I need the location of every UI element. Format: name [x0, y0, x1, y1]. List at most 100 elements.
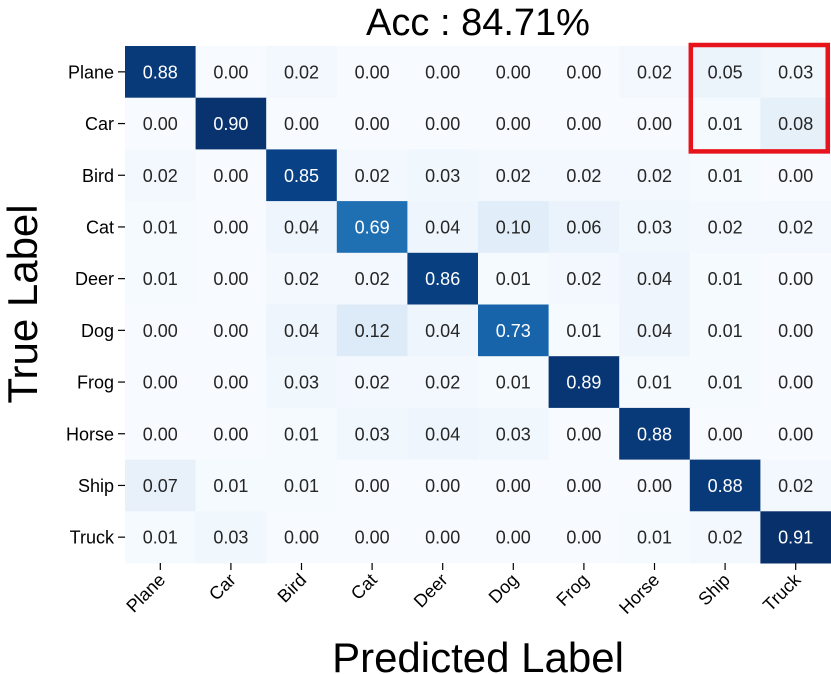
heatmap-cell	[548, 459, 620, 512]
cell-value-label: 0.00	[213, 166, 248, 186]
heatmap-cell	[619, 511, 691, 564]
heatmap-cell	[760, 304, 831, 357]
cell-value-label: 0.02	[143, 166, 178, 186]
cell-value-label: 0.91	[778, 528, 813, 548]
heatmap-cell	[266, 511, 338, 564]
cell-value-label: 0.01	[566, 321, 601, 341]
heatmap-cell	[407, 201, 479, 254]
heatmap-cell	[760, 201, 831, 254]
heatmap-cell	[478, 356, 550, 409]
heatmap-cell	[619, 97, 691, 150]
heatmap-cell	[407, 252, 479, 305]
cell-value-label: 0.00	[213, 424, 248, 444]
heatmap-cell	[125, 46, 197, 99]
heatmap-cell	[195, 356, 267, 409]
cell-value-label: 0.03	[425, 166, 460, 186]
cell-value-label: 0.03	[778, 62, 813, 82]
cell-value-label: 0.04	[425, 217, 460, 237]
heatmap-cell	[548, 304, 620, 357]
x-tick-label: Ship	[694, 570, 734, 610]
heatmap-cell	[195, 511, 267, 564]
cell-value-label: 0.04	[637, 321, 672, 341]
y-tick-label: Horse	[66, 424, 114, 444]
heatmap-cell	[689, 407, 761, 461]
cell-value-label: 0.02	[284, 269, 319, 289]
cell-value-label: 0.00	[143, 114, 178, 134]
cell-value-label: 0.90	[213, 114, 248, 134]
heatmap-cell	[689, 252, 761, 305]
cell-value-label: 0.01	[708, 269, 743, 289]
heatmap-cell	[266, 201, 338, 254]
cell-value-label: 0.12	[355, 321, 390, 341]
cell-value-label: 0.02	[425, 373, 460, 393]
cell-value-label: 0.00	[778, 373, 813, 393]
heatmap-cell	[266, 356, 338, 409]
cell-value-label: 0.88	[708, 476, 743, 496]
cell-value-label: 0.00	[496, 476, 531, 496]
heatmap-cell	[548, 201, 620, 254]
heatmap-cell	[336, 97, 408, 150]
cell-value-label: 0.03	[213, 528, 248, 548]
heatmap-cell	[125, 252, 197, 305]
heatmap-cell	[760, 459, 831, 512]
heatmap-cell	[336, 407, 408, 461]
heatmap-cell	[478, 252, 550, 305]
heatmap-cell	[760, 252, 831, 305]
cell-value-label: 0.01	[637, 528, 672, 548]
cell-value-label: 0.00	[778, 424, 813, 444]
heatmap-cell	[266, 149, 338, 202]
cell-value-label: 0.02	[355, 269, 390, 289]
heatmap-cell	[407, 459, 479, 512]
x-tick-label: Truck	[759, 569, 805, 615]
cell-value-label: 0.00	[213, 373, 248, 393]
cell-value-label: 0.10	[496, 217, 531, 237]
heatmap-cell	[195, 97, 267, 150]
heatmap-cell	[689, 304, 761, 357]
y-tick-label: Ship	[78, 476, 114, 496]
cell-value-label: 0.85	[284, 166, 319, 186]
heatmap-cell	[619, 252, 691, 305]
cell-value-label: 0.02	[637, 62, 672, 82]
heatmap-cell	[689, 356, 761, 409]
heatmap-cell	[195, 149, 267, 202]
cell-value-label: 0.00	[143, 424, 178, 444]
y-tick-label: Plane	[68, 62, 114, 82]
cell-value-label: 0.73	[496, 321, 531, 341]
cell-value-label: 0.01	[708, 373, 743, 393]
cell-value-label: 0.00	[778, 321, 813, 341]
x-tick-label: Plane	[122, 570, 169, 617]
heatmap-cell	[407, 356, 479, 409]
heatmap-cell	[760, 97, 831, 150]
cell-value-label: 0.00	[213, 321, 248, 341]
heatmap-cell	[478, 201, 550, 254]
cell-value-label: 0.00	[143, 373, 178, 393]
cell-value-label: 0.03	[637, 217, 672, 237]
cell-value-label: 0.01	[708, 321, 743, 341]
heatmap-cell	[407, 407, 479, 461]
cell-value-label: 0.00	[708, 424, 743, 444]
cell-value-label: 0.88	[637, 424, 672, 444]
heatmap-cell	[478, 97, 550, 150]
cell-value-label: 0.04	[425, 424, 460, 444]
cell-value-label: 0.01	[143, 269, 178, 289]
cell-value-label: 0.00	[355, 114, 390, 134]
cell-value-label: 0.02	[566, 269, 601, 289]
cell-value-label: 0.00	[143, 321, 178, 341]
heatmap-cell	[689, 201, 761, 254]
x-tick-label: Frog	[552, 570, 592, 610]
x-tick-label: Car	[205, 570, 240, 605]
cell-value-label: 0.69	[355, 217, 390, 237]
x-tick-label: Cat	[347, 570, 381, 604]
cell-value-label: 0.02	[355, 373, 390, 393]
heatmap-cell	[125, 97, 197, 150]
cell-value-label: 0.00	[355, 476, 390, 496]
heatmap-cell	[619, 201, 691, 254]
heatmap-cell	[478, 149, 550, 202]
heatmap-cell	[478, 46, 550, 99]
heatmap-cell	[548, 407, 620, 461]
cell-value-label: 0.00	[496, 528, 531, 548]
cell-value-label: 0.01	[143, 528, 178, 548]
heatmap-cell	[336, 201, 408, 254]
heatmap-cell	[619, 356, 691, 409]
